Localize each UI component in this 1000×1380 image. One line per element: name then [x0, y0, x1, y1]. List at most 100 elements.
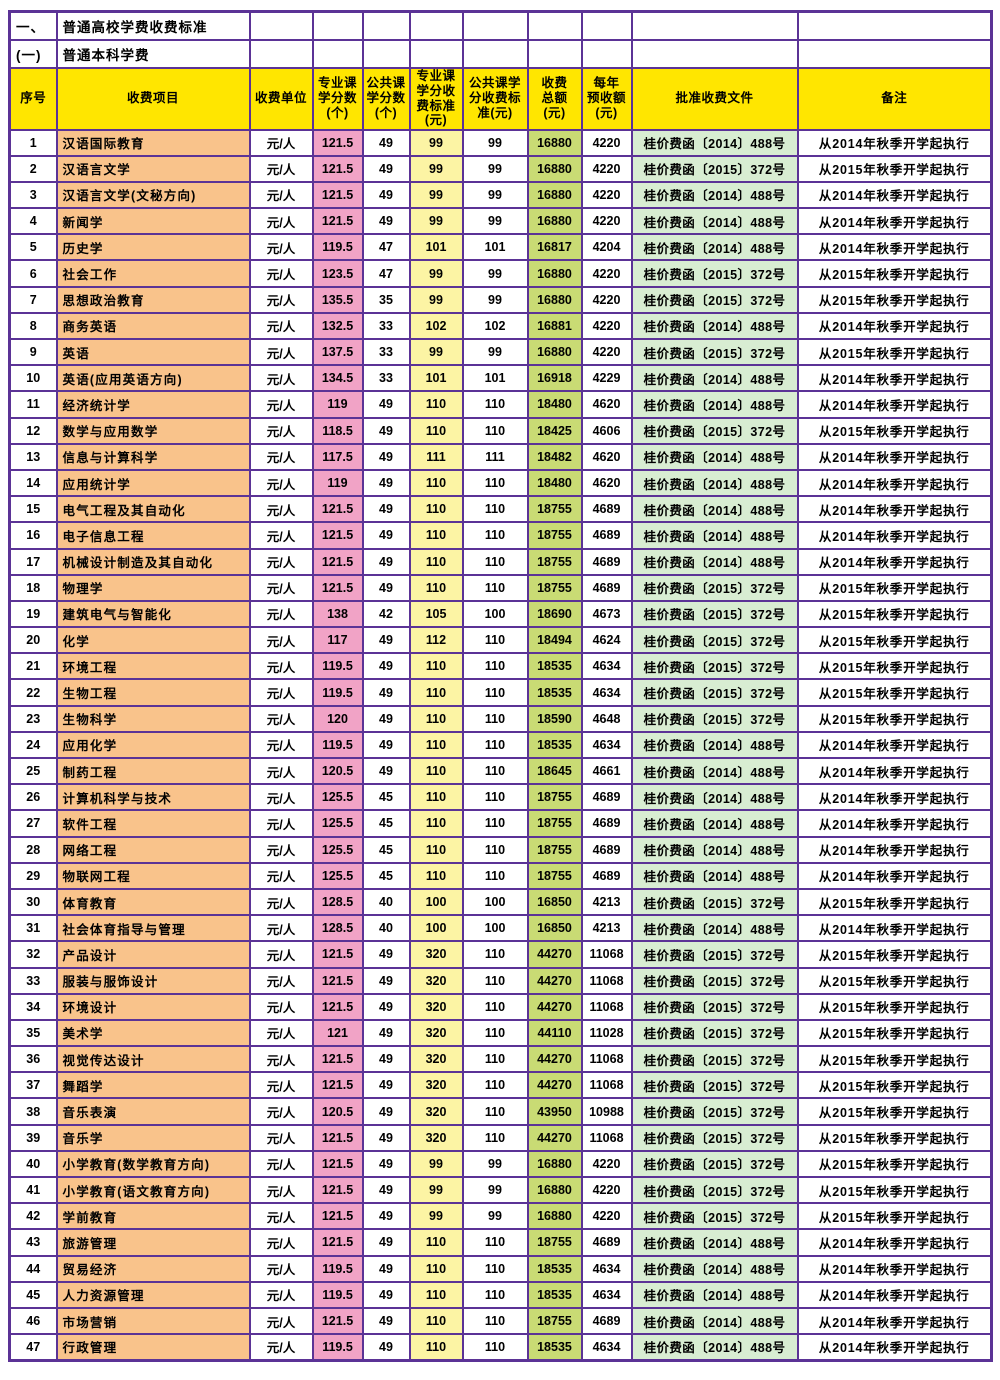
total-cell: 16880 — [526, 1149, 583, 1179]
remark-cell: 从2014年秋季开学起执行 — [796, 783, 993, 812]
item-cell: 音乐表演 — [55, 1097, 251, 1126]
table-row: 30 体育教育 元/人 128.5 40 100 100 16850 4213 桂价费函〔2015… — [8, 887, 993, 917]
annual-prepay-cell: 11068 — [580, 940, 633, 969]
public-rate-cell: 110 — [461, 992, 529, 1021]
public-rate-cell: 102 — [461, 311, 529, 341]
item-cell: 行政管理 — [55, 1333, 251, 1362]
remark-cell: 从2015年秋季开学起执行 — [796, 1175, 993, 1205]
serial-cell: 3 — [8, 180, 58, 210]
unit-cell: 元/人 — [248, 390, 314, 419]
approval-doc-cell: 桂价费函〔2015〕372号 — [630, 285, 799, 314]
annual-prepay-cell: 4689 — [580, 1228, 633, 1257]
prof-rate-cell: 100 — [408, 914, 464, 943]
annual-prepay-cell: 4229 — [580, 364, 633, 393]
approval-doc-cell: 桂价费函〔2014〕488号 — [630, 835, 799, 864]
total-cell: 16850 — [526, 914, 583, 943]
unit-cell: 元/人 — [248, 599, 314, 629]
unit-cell: 元/人 — [248, 207, 314, 236]
annual-prepay-cell: 4620 — [580, 468, 633, 498]
annual-prepay-cell: 4634 — [580, 1254, 633, 1283]
serial-cell: 26 — [8, 783, 58, 812]
prof-credits-cell: 120.5 — [311, 756, 364, 786]
prof-credits-cell: 117.5 — [311, 442, 364, 471]
item-cell: 舞蹈学 — [55, 1071, 251, 1100]
section-index-cell: 一、 — [8, 10, 58, 41]
prof-rate-cell: 111 — [408, 442, 464, 471]
approval-doc-cell: 桂价费函〔2015〕372号 — [630, 652, 799, 681]
public-rate-cell: 99 — [461, 1149, 529, 1179]
table-row: 21 环境工程 元/人 119.5 49 110 110 18535 4634 桂价费函〔2015… — [8, 652, 993, 681]
serial-cell: 46 — [8, 1306, 58, 1336]
public-rate-cell: 110 — [461, 1045, 529, 1074]
serial-cell: 38 — [8, 1097, 58, 1126]
prof-credits-cell: 121.5 — [311, 154, 364, 183]
total-cell: 18535 — [526, 1333, 583, 1362]
serial-cell: 13 — [8, 442, 58, 471]
item-cell: 机械设计制造及其自动化 — [55, 547, 251, 576]
tuition-fee-standard-table: 一、 普通高校学费收费标准 (一) 普通本科学费 序号 收费项目 收费单位 专业课 学分数 (… — [8, 10, 993, 1362]
remark-cell: 从2015年秋季开学起执行 — [796, 1097, 993, 1126]
prof-credits-cell: 121.5 — [311, 1202, 364, 1231]
public-rate-cell: 111 — [461, 442, 529, 471]
prof-rate-cell: 112 — [408, 626, 464, 655]
public-credits-cell: 47 — [361, 259, 411, 288]
prof-rate-cell: 99 — [408, 285, 464, 314]
public-rate-cell: 110 — [461, 704, 529, 733]
public-rate-cell: 110 — [461, 1254, 529, 1283]
prof-credits-cell: 119.5 — [311, 233, 364, 262]
header-prof-credits: 专业课 学分数 (个) — [311, 66, 364, 131]
table-row: 16 电子信息工程 元/人 121.5 49 110 110 18755 4689 桂价费函〔20… — [8, 521, 993, 550]
approval-doc-cell: 桂价费函〔2014〕488号 — [630, 1254, 799, 1283]
approval-doc-cell: 桂价费函〔2014〕488号 — [630, 495, 799, 524]
item-cell: 学前教育 — [55, 1202, 251, 1231]
prof-credits-cell: 119.5 — [311, 678, 364, 707]
unit-cell: 元/人 — [248, 992, 314, 1021]
public-rate-cell: 99 — [461, 1202, 529, 1231]
item-cell: 市场营销 — [55, 1306, 251, 1336]
remark-cell: 从2014年秋季开学起执行 — [796, 1254, 993, 1283]
unit-cell: 元/人 — [248, 1123, 314, 1152]
public-rate-cell: 99 — [461, 128, 529, 157]
unit-cell: 元/人 — [248, 547, 314, 576]
item-cell: 音乐学 — [55, 1123, 251, 1152]
table-row: 31 社会体育指导与管理 元/人 128.5 40 100 100 16850 4213 桂价费函… — [8, 914, 993, 943]
serial-cell: 11 — [8, 390, 58, 419]
serial-cell: 17 — [8, 547, 58, 576]
total-cell: 18755 — [526, 547, 583, 576]
prof-credits-cell: 121.5 — [311, 1123, 364, 1152]
remark-cell: 从2015年秋季开学起执行 — [796, 573, 993, 602]
serial-cell: 28 — [8, 835, 58, 864]
total-cell: 16850 — [526, 887, 583, 917]
total-cell: 18755 — [526, 1228, 583, 1257]
public-rate-cell: 110 — [461, 730, 529, 760]
annual-prepay-cell: 4624 — [580, 626, 633, 655]
prof-credits-cell: 120 — [311, 704, 364, 733]
empty-cell — [461, 10, 529, 41]
public-rate-cell: 110 — [461, 547, 529, 576]
serial-cell: 45 — [8, 1280, 58, 1309]
prof-credits-cell: 121.5 — [311, 1306, 364, 1336]
prof-rate-cell: 110 — [408, 547, 464, 576]
unit-cell: 元/人 — [248, 1175, 314, 1205]
table-row: 23 生物科学 元/人 120 49 110 110 18590 4648 桂价费函〔2015〕3… — [8, 704, 993, 733]
table-row: 13 信息与计算科学 元/人 117.5 49 111 111 18482 4620 桂价费函〔2… — [8, 442, 993, 471]
annual-prepay-cell: 4220 — [580, 285, 633, 314]
public-rate-cell: 110 — [461, 861, 529, 890]
annual-prepay-cell: 4634 — [580, 678, 633, 707]
total-cell: 18535 — [526, 1254, 583, 1283]
annual-prepay-cell: 4634 — [580, 652, 633, 681]
annual-prepay-cell: 4634 — [580, 730, 633, 760]
remark-cell: 从2015年秋季开学起执行 — [796, 1045, 993, 1074]
item-cell: 生物工程 — [55, 678, 251, 707]
table-row: 7 思想政治教育 元/人 135.5 35 99 99 16880 4220 桂价费函〔2015〕… — [8, 285, 993, 314]
remark-cell: 从2014年秋季开学起执行 — [796, 364, 993, 393]
table-row: 14 应用统计学 元/人 119 49 110 110 18480 4620 桂价费函〔2014〕… — [8, 468, 993, 498]
approval-doc-cell: 桂价费函〔2014〕488号 — [630, 1333, 799, 1362]
total-cell: 44270 — [526, 1045, 583, 1074]
header-approval-doc: 批准收费文件 — [630, 66, 799, 131]
annual-prepay-cell: 4689 — [580, 861, 633, 890]
prof-rate-cell: 320 — [408, 1123, 464, 1152]
unit-cell: 元/人 — [248, 835, 314, 864]
prof-rate-cell: 99 — [408, 259, 464, 288]
item-cell: 历史学 — [55, 233, 251, 262]
